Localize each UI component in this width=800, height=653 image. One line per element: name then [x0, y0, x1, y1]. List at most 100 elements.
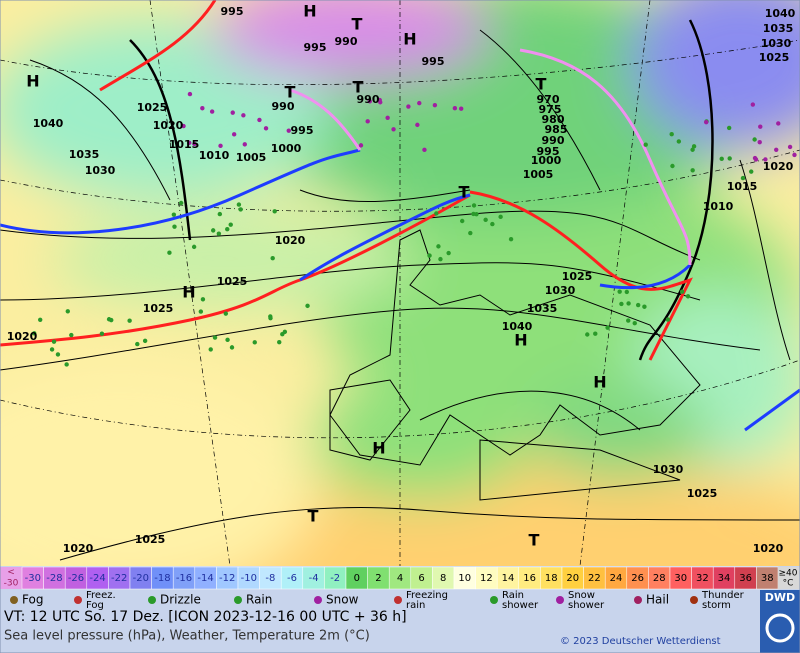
scale-high-cell	[778, 567, 800, 589]
scale-label: -22	[111, 573, 127, 584]
weather-dot	[198, 309, 204, 314]
weather-dot	[225, 227, 230, 232]
legend-label: Thunder	[701, 590, 745, 601]
map-label: 1015	[169, 138, 200, 151]
occluded-front	[289, 48, 692, 266]
scale-label: 4	[397, 573, 403, 584]
weather-dot	[665, 317, 671, 322]
weather-dot	[752, 137, 757, 142]
weather-dot	[142, 338, 148, 344]
weather-dot	[286, 128, 291, 133]
weather-dot	[642, 304, 647, 309]
weather-dot	[749, 169, 754, 174]
weather-dot	[624, 289, 630, 295]
weather-dot	[277, 339, 282, 345]
map-label: 995	[422, 55, 445, 68]
map-label: 1030	[761, 37, 792, 50]
weather-dot	[127, 318, 132, 323]
scale-label: 28	[653, 573, 666, 584]
map-label: 990	[357, 93, 380, 106]
weather-dot	[257, 117, 262, 123]
map-label: 1035	[527, 302, 558, 315]
legend-label: Freezing	[406, 590, 448, 601]
weather-dot	[508, 236, 514, 242]
warm-front-north	[99, 0, 217, 92]
map-label: H	[303, 2, 316, 21]
weather-dot	[617, 289, 622, 294]
legend-icon	[394, 596, 402, 604]
valid-time: VT: 12 UTC So. 17 Dez. [ICON 2023-12-16 …	[4, 609, 407, 625]
map-label: 1025	[137, 101, 168, 114]
weather-dot	[385, 115, 390, 120]
weather-dot	[452, 105, 458, 111]
scale-label: 26	[631, 573, 644, 584]
map-label: 1015	[727, 180, 758, 193]
map-label: 1025	[687, 487, 718, 500]
legend-label: Rain	[502, 590, 524, 601]
weather-dot	[367, 99, 373, 104]
temperature-scale: <-30 -30 -28 -26 -24 -22 -20 -18 -16 -14 -12 -10 -8-…	[0, 566, 800, 590]
weather-dot	[727, 156, 732, 161]
weather-dot	[763, 157, 768, 162]
weather-dot	[757, 139, 762, 145]
scale-low-cell	[0, 567, 22, 589]
weather-dot	[270, 255, 275, 261]
legend-label: shower	[502, 600, 539, 611]
weather-dot	[167, 250, 172, 255]
legend-label: Snow	[568, 590, 595, 601]
scale-label: 2	[375, 573, 381, 584]
weather-dot	[391, 127, 396, 132]
legend-label: shower	[568, 600, 605, 611]
weather-dot	[436, 244, 441, 249]
scale-label: -18	[154, 573, 170, 584]
weather-dot	[626, 301, 631, 306]
map-label: H	[372, 439, 385, 458]
map-label: 1010	[199, 149, 230, 162]
legend-icon	[634, 596, 642, 604]
weather-dot	[238, 207, 243, 212]
weather-dot	[187, 91, 193, 97]
weather-dot	[187, 140, 192, 146]
warm-front	[0, 193, 471, 347]
weather-dot	[679, 289, 685, 294]
map-label: H	[593, 373, 606, 392]
legend-label: Drizzle	[160, 593, 201, 607]
weather-dot	[241, 113, 246, 118]
scale-label: 20	[566, 573, 579, 584]
scale-label: 8	[440, 573, 446, 584]
legend-icon	[234, 596, 242, 604]
weather-dot	[446, 250, 451, 256]
weather-dot	[726, 125, 732, 131]
weather-dot	[690, 168, 695, 173]
occluded-front-south	[469, 190, 693, 361]
scale-label: -24	[89, 573, 105, 584]
weather-dot	[490, 221, 495, 227]
scale-label: 16	[523, 573, 536, 584]
map-label: 980	[542, 113, 565, 126]
map-label: 990	[335, 35, 358, 48]
map-label: T	[536, 75, 547, 94]
weather-dot	[192, 141, 197, 147]
legend-label: Rain	[246, 593, 272, 607]
scale-label: 14	[502, 573, 515, 584]
map-label: 1040	[502, 320, 533, 333]
coastlines	[329, 229, 701, 501]
map-label: T	[352, 15, 363, 34]
map-label: 990	[542, 134, 565, 147]
weather-dot	[135, 341, 140, 347]
weather-dot	[216, 231, 222, 236]
weather-dot	[691, 144, 697, 149]
map-label: 985	[545, 123, 568, 136]
map-label: 1025	[759, 51, 790, 64]
map-label: 1005	[236, 151, 267, 164]
dwd-logo-mark	[765, 613, 795, 643]
weather-dot	[468, 230, 473, 236]
weather-dot	[774, 147, 779, 152]
weather-dot	[758, 124, 763, 129]
weather-dot	[415, 122, 420, 128]
weather-dot	[263, 126, 269, 131]
legend-label: rain	[406, 600, 425, 611]
map-label: 1025	[143, 302, 174, 315]
weather-dot	[685, 294, 691, 299]
